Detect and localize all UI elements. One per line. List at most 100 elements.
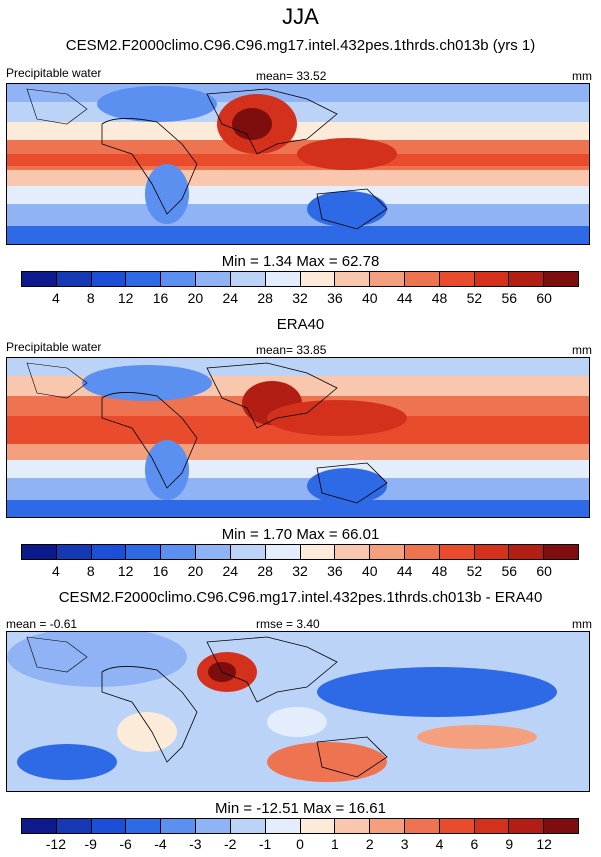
panel1-india-max <box>232 108 272 140</box>
panel2-colorbar-swatch <box>300 545 336 559</box>
panel1-tick-label: 40 <box>361 290 378 306</box>
panel1-colorbar-swatch <box>544 272 578 286</box>
panel2-sahara <box>82 365 212 401</box>
panel1-tick-label: 24 <box>222 290 239 306</box>
panel3-australia-pos <box>267 742 387 782</box>
panel3-tick-label: 1 <box>330 836 339 852</box>
panel3-sa-neg <box>17 744 117 780</box>
panel3-min-max: Min = -12.51 Max = 16.61 <box>215 800 386 817</box>
panel3-colorbar-swatch <box>474 819 510 833</box>
panel2-warmpool <box>267 400 407 436</box>
panel2-colorbar-swatch <box>22 545 57 559</box>
panel2-tick-label: 44 <box>396 563 413 579</box>
panel3-colorbar-swatch <box>335 819 371 833</box>
panel2-tick-label: 12 <box>117 563 134 579</box>
panel1-field <box>7 84 589 244</box>
panel2-colorbar-swatch <box>56 545 92 559</box>
panel1-units-label: mm <box>572 69 592 83</box>
panel1-australia <box>307 191 387 227</box>
panel1-colorbar-swatch <box>196 272 231 286</box>
panel1-mean-label: mean= 33.52 <box>256 69 327 83</box>
panel2-tick-label: 60 <box>536 563 552 579</box>
panel3-tick-label: 2 <box>365 836 374 852</box>
panel3-pacific-neg <box>317 667 557 717</box>
panel1-tick-label: 60 <box>536 290 552 306</box>
panel2-band-s2 <box>7 460 589 478</box>
panel3-title: CESM2.F2000climo.C96.C96.mg17.intel.432p… <box>58 589 543 606</box>
panel3-tick-label: -12 <box>45 836 66 852</box>
panel2-band-s4 <box>7 500 589 517</box>
panel2-colorbar-swatch <box>404 545 440 559</box>
panel2-tick-label: 8 <box>86 563 95 579</box>
panel3-atl-n <box>7 632 187 687</box>
panel3-colorbar-swatch <box>300 819 336 833</box>
panel1-tick-label: 4 <box>51 290 60 306</box>
panel3-colorbar-ticks: -12 -9 -6 -4 -3 -2 -1 0 1 2 3 4 6 9 12 <box>21 836 579 854</box>
panel3-spcz-pos <box>417 725 537 749</box>
panel3-colorbar-swatch <box>56 819 92 833</box>
panel3-colorbar-swatch <box>544 819 578 833</box>
panel1-tick-label: 8 <box>86 290 95 306</box>
panel3-australia-coast <box>316 736 388 778</box>
panel1-tick-label: 16 <box>152 290 169 306</box>
panel2-tick-label: 4 <box>51 563 60 579</box>
panel3-io-neutral <box>267 707 327 737</box>
panel1-tick-label: 28 <box>257 290 273 306</box>
panel1-colorbar-swatch <box>439 272 475 286</box>
panel2-tick-label: 20 <box>187 563 204 579</box>
panel1-band-s4 <box>7 226 589 244</box>
panel1-band-s1 <box>7 170 589 186</box>
panel2-title: ERA40 <box>276 316 325 333</box>
panel2-africa-s <box>145 440 189 500</box>
panel3-colorbar-swatch <box>439 819 475 833</box>
panel3-colorbar-swatch <box>404 819 440 833</box>
panel1-warmpool <box>297 138 397 170</box>
panel1-colorbar-swatch <box>126 272 162 286</box>
panel1-colorbar-swatch <box>474 272 510 286</box>
panel3-africa-coast <box>101 666 198 763</box>
panel2-europe-coast <box>26 362 88 399</box>
panel3-tick-label: -4 <box>154 836 167 852</box>
panel3-colorbar-swatch <box>91 819 127 833</box>
panel2-colorbar-swatch <box>544 545 578 559</box>
panel1-colorbar-swatch <box>404 272 440 286</box>
panel2-band-s1 <box>7 444 589 460</box>
panel1-colorbar-swatch <box>161 272 197 286</box>
panel1-africa-s <box>145 164 189 224</box>
panel3-colorbar-swatch <box>22 819 57 833</box>
panel1-africa-coast <box>101 118 198 215</box>
panel1-colorbar-swatch <box>230 272 266 286</box>
panel3-rmse-label: rmse = 3.40 <box>256 617 320 631</box>
panel1-variable-label: Precipitable water <box>6 66 102 80</box>
panel2-field <box>7 358 589 517</box>
panel1-colorbar-swatch <box>91 272 127 286</box>
panel1-band-s3 <box>7 204 589 226</box>
panel2-colorbar-swatch <box>335 545 371 559</box>
panel1-colorbar-swatch <box>56 272 92 286</box>
panel2-map <box>6 357 590 518</box>
panel3-tick-label: 9 <box>505 836 514 852</box>
panel1-colorbar-swatch <box>265 272 301 286</box>
panel3-colorbar <box>21 818 579 834</box>
panel3-colorbar-swatch <box>370 819 405 833</box>
panel2-colorbar-swatch <box>161 545 197 559</box>
panel1-australia-coast <box>316 188 388 230</box>
panel1-colorbar-swatch <box>509 272 545 286</box>
panel2-colorbar-swatch <box>265 545 301 559</box>
panel3-europe-coast <box>26 636 88 673</box>
panel1-band-n2 <box>7 102 589 122</box>
panel2-variable-label: Precipitable water <box>6 340 102 354</box>
panel1-europe-coast <box>26 88 88 125</box>
panel3-tick-label: -2 <box>224 836 237 852</box>
panel2-tick-label: 32 <box>292 563 308 579</box>
panel3-tick-label: 12 <box>536 836 552 852</box>
panel2-colorbar-swatch <box>370 545 405 559</box>
panel1-min-max: Min = 1.34 Max = 62.78 <box>221 253 380 270</box>
panel1-tick-label: 12 <box>117 290 134 306</box>
panel2-tick-label: 56 <box>501 563 518 579</box>
panel1-map <box>6 83 590 245</box>
panel1-sahara <box>97 86 217 122</box>
panel1-tick-label: 32 <box>292 290 308 306</box>
panel3-tick-label: -9 <box>84 836 97 852</box>
panel3-colorbar-swatch <box>265 819 301 833</box>
